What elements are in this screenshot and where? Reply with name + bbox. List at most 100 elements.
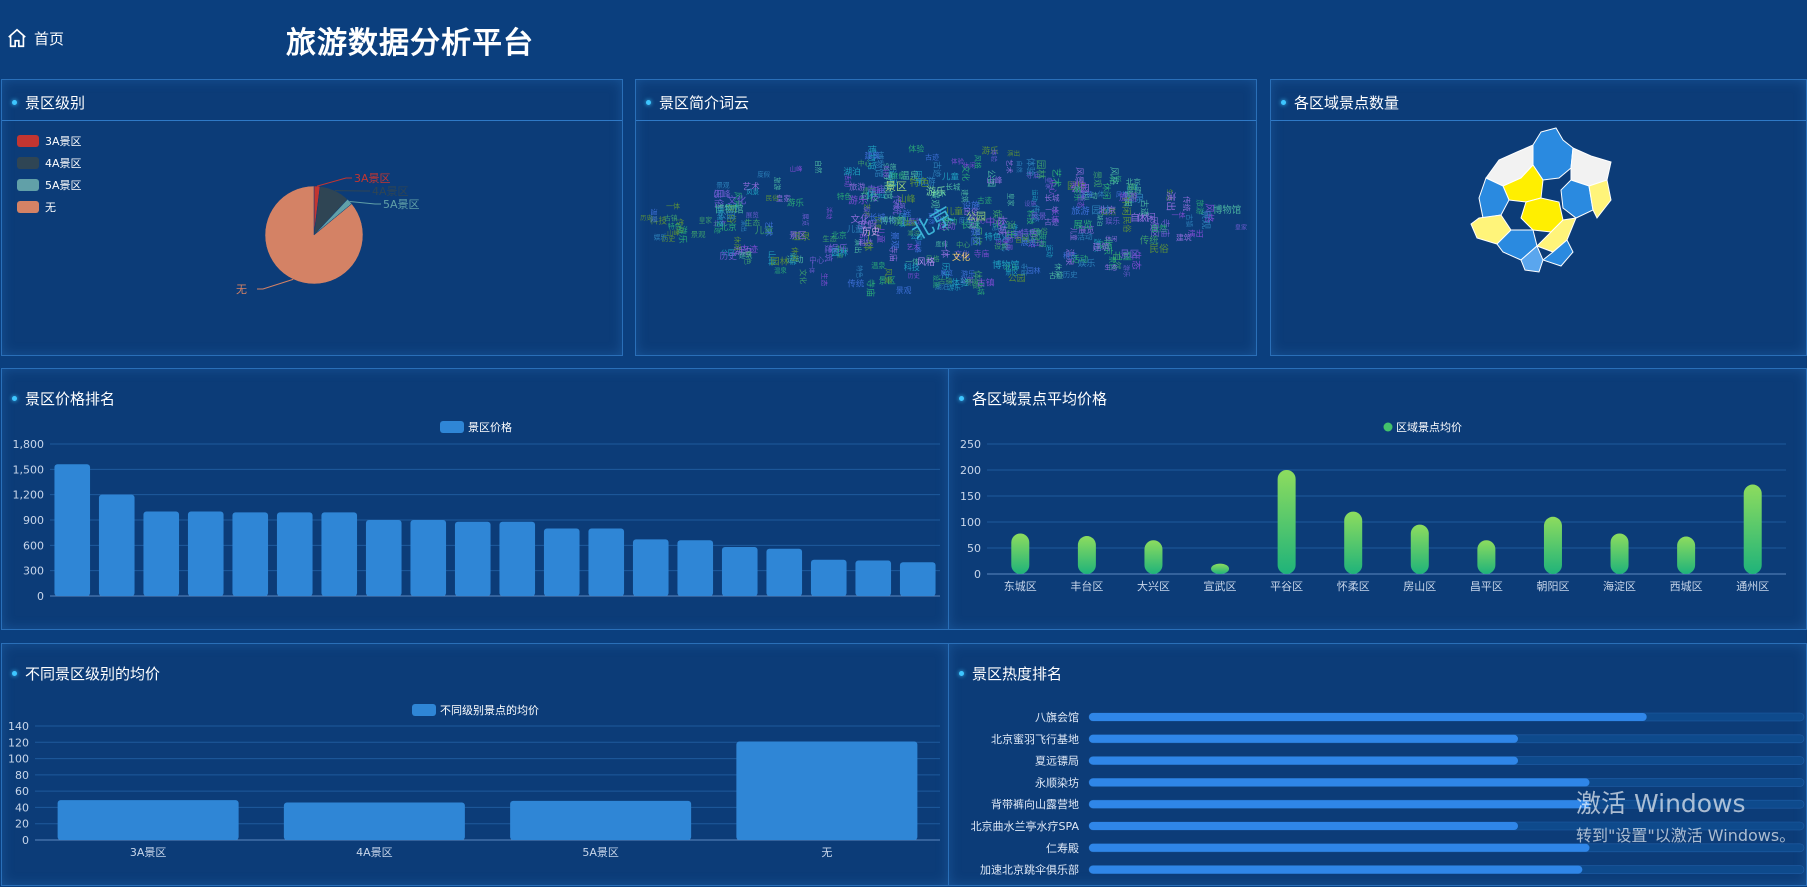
bar[interactable] [1477,540,1495,574]
wordcloud-word[interactable]: 民俗 [766,193,780,202]
wordcloud-word[interactable]: 游乐 [677,225,689,243]
wordcloud-word[interactable]: 历史 [1063,269,1079,279]
wordcloud-word[interactable]: 活动 [1071,254,1088,264]
wordcloud-word[interactable]: 长城 [1051,208,1060,222]
bar[interactable] [455,522,491,596]
legend-marker[interactable] [1384,423,1393,432]
bar[interactable] [143,512,179,596]
bar[interactable] [900,562,936,596]
map-region[interactable] [1533,128,1573,180]
wordcloud-word[interactable]: 儿童 [942,171,960,183]
bar[interactable] [1677,537,1695,574]
legend-label[interactable]: 景区价格 [468,420,512,434]
wordcloud-word[interactable]: 旅游 [773,177,782,191]
wordcloud-word[interactable]: 文化 [799,269,809,284]
bar[interactable] [1089,778,1590,786]
legend-label[interactable]: 3A景区 [45,135,82,148]
wordcloud-word[interactable]: 特色 [856,265,865,278]
wordcloud-word[interactable]: 公园 [966,211,986,223]
wordcloud-word[interactable]: 文化 [952,251,970,263]
wordcloud-word[interactable]: 艺术 [764,221,774,237]
wordcloud-word[interactable]: 演出 [1188,229,1204,239]
bar[interactable] [510,801,691,840]
bar[interactable] [499,522,535,596]
wordcloud-word[interactable]: 体验 [908,143,924,153]
wordcloud-word[interactable]: 展览 [940,268,953,277]
wordcloud-word[interactable]: 山峰 [790,164,803,173]
wordcloud-word[interactable]: 温泉 [649,208,658,222]
bar[interactable] [1411,525,1429,574]
map-region[interactable] [1589,180,1611,218]
bar[interactable] [188,512,224,596]
wordcloud-word[interactable]: 博物馆 [992,259,1019,271]
bar[interactable] [321,512,357,596]
wordcloud-word[interactable]: 景区 [1120,249,1140,260]
bar[interactable] [1544,517,1562,574]
wordcloud-word[interactable]: 娱乐 [1105,216,1120,225]
wordcloud-word[interactable]: 中心 [871,186,881,202]
wordcloud-word[interactable]: 传统 [1182,196,1192,212]
wordcloud-word[interactable]: 演出 [1007,149,1020,158]
wordcloud-word[interactable]: 度假 [757,170,770,179]
wordcloud-word[interactable]: 一体 [939,240,951,258]
wordcloud-word[interactable]: 风格 [974,155,983,169]
bar[interactable] [722,547,758,596]
wordcloud-word[interactable]: 风景 [884,268,894,284]
bar[interactable] [1278,470,1296,574]
wordcloud-word[interactable]: 皇家 [699,216,713,225]
wordcloud-word[interactable]: 特色 [743,251,752,265]
wordcloud-word[interactable]: 旅游 [1119,192,1138,204]
wordcloud-word[interactable]: 展览 [1073,219,1092,231]
wordcloud-word[interactable]: 古镇 [664,214,678,223]
wordcloud-word[interactable]: 艺术 [1050,168,1062,188]
wordcloud-word[interactable]: 寺庙 [865,279,877,297]
wordcloud-word[interactable]: 游乐 [948,283,962,292]
wordcloud-word[interactable]: 艺术 [1005,159,1014,173]
bar[interactable] [677,540,713,596]
wordcloud-word[interactable]: 皇家 [1006,193,1015,207]
bar[interactable] [99,495,135,596]
legend-marker[interactable] [440,421,464,433]
bar[interactable] [1089,757,1518,765]
wordcloud-word[interactable]: 旅游 [1071,205,1089,217]
wordcloud-word[interactable]: 自然 [1015,161,1023,173]
legend-label[interactable]: 区域景点均价 [1396,421,1462,434]
wordcloud-word[interactable]: 古镇 [977,276,995,288]
wordcloud-word[interactable]: 湖泊 [843,167,860,178]
wordcloud-word[interactable]: 休闲 [1102,183,1112,200]
bar[interactable] [855,561,891,596]
wordcloud-word[interactable]: 中心 [956,240,970,249]
wordcloud-word[interactable]: 中心 [858,158,872,167]
wordcloud-word[interactable]: 皇家 [1235,223,1247,231]
legend-swatch[interactable] [17,157,39,169]
wordcloud-word[interactable]: 园林 [770,255,788,267]
wordcloud-word[interactable]: 历史 [915,171,924,185]
wordcloud-word[interactable]: 旅游 [849,182,865,192]
bar[interactable] [1144,540,1162,574]
wordcloud-word[interactable]: 景区 [885,180,907,193]
bar[interactable] [1211,564,1229,574]
bar[interactable] [410,520,446,596]
wordcloud-word[interactable]: 古迹 [925,152,939,161]
wordcloud-word[interactable]: 历史 [908,272,920,280]
wordcloud-word[interactable]: 活动 [825,207,833,219]
wordcloud-word[interactable]: 休闲 [790,247,799,261]
bar[interactable] [1089,800,1590,808]
legend-swatch[interactable] [17,179,39,191]
wordcloud-word[interactable]: 古迹 [1139,199,1149,216]
bar[interactable] [1611,533,1629,574]
wordcloud-word[interactable]: 北京 [1098,204,1116,216]
wordcloud-word[interactable]: 寺庙 [1020,263,1029,276]
bar[interactable] [54,464,90,596]
wordcloud-word[interactable]: 古镇 [1185,214,1194,228]
bar[interactable] [232,512,268,596]
wordcloud-word[interactable]: 自然 [1151,223,1168,233]
legend-label[interactable]: 4A景区 [45,157,82,170]
wordcloud-word[interactable]: 休闲 [1105,235,1117,243]
wordcloud-word[interactable]: 寺庙 [974,248,990,258]
wordcloud-word[interactable]: 游乐 [1122,265,1131,278]
wordcloud-word[interactable]: 娱乐 [1073,186,1083,202]
wordcloud-word[interactable]: 游乐 [926,185,946,198]
bar[interactable] [1011,533,1029,574]
wordcloud-word[interactable]: 娱乐 [654,233,668,242]
